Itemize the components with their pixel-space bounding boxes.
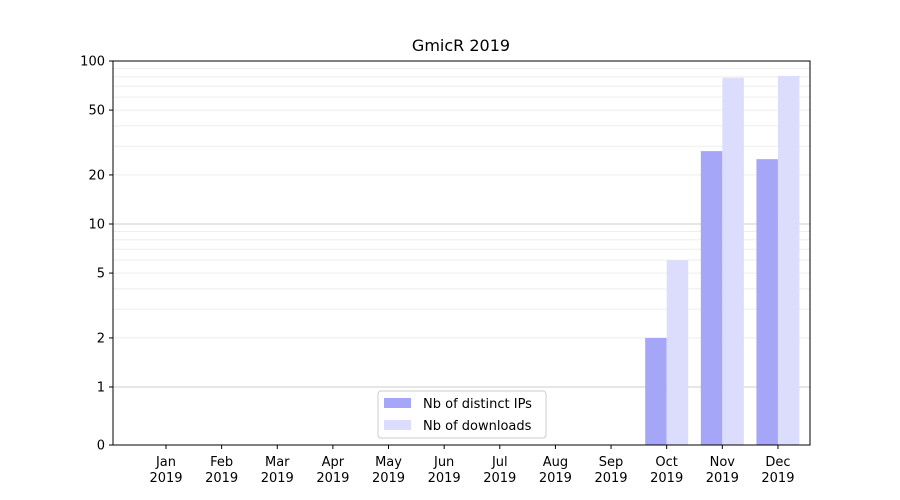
x-tick-label-year: 2019 xyxy=(205,471,238,486)
y-tick-label: 5 xyxy=(97,267,105,282)
y-tick-label: 0 xyxy=(97,439,105,454)
bars xyxy=(645,75,800,446)
y-tick-label: 20 xyxy=(88,168,105,183)
y-tick-label: 100 xyxy=(80,55,105,70)
legend-label-distinct-ips: Nb of distinct IPs xyxy=(423,397,532,412)
x-tick-label-month: Mar xyxy=(265,455,290,470)
bar-distinct-ips-oct xyxy=(645,337,667,445)
y-tick-label: 50 xyxy=(88,104,105,119)
x-tick-label-year: 2019 xyxy=(594,471,627,486)
bar-downloads-nov xyxy=(722,77,744,446)
bar-downloads-oct xyxy=(666,260,689,445)
x-tick-label-year: 2019 xyxy=(706,471,739,486)
grid-lines xyxy=(113,60,810,388)
bar-distinct-ips-nov xyxy=(700,151,723,446)
x-tick-label-year: 2019 xyxy=(149,471,182,486)
legend-swatch-downloads xyxy=(384,420,411,430)
x-tick-label-year: 2019 xyxy=(316,471,349,486)
x-tick-label-month: Jan xyxy=(155,455,176,470)
x-tick-label-month: Jun xyxy=(433,455,454,470)
y-tick-label: 1 xyxy=(97,381,105,396)
legend-box xyxy=(377,390,547,439)
y-axis: 0 1 2 5 10 20 50 100 xyxy=(80,55,113,454)
chart-title: GmicR 2019 xyxy=(412,36,510,55)
legend-label-downloads: Nb of downloads xyxy=(423,419,532,434)
x-tick-label-year: 2019 xyxy=(261,471,294,486)
x-tick-label-month: Oct xyxy=(655,455,677,470)
y-tick-label: 2 xyxy=(97,331,105,346)
x-tick-label-month: Sep xyxy=(599,455,624,470)
x-tick-label-month: May xyxy=(375,455,402,470)
x-tick-label-year: 2019 xyxy=(539,471,572,486)
x-tick-label-year: 2019 xyxy=(761,471,794,486)
x-tick-label-month: Jul xyxy=(491,455,508,470)
bar-downloads-dec xyxy=(777,75,800,446)
x-tick-label-month: Apr xyxy=(322,455,345,470)
y-tick-label: 10 xyxy=(88,218,105,233)
x-tick-label-year: 2019 xyxy=(372,471,405,486)
bar-distinct-ips-dec xyxy=(756,159,778,445)
x-tick-label-month: Nov xyxy=(710,455,736,470)
plot-frame xyxy=(112,60,811,446)
x-tick-label-month: Aug xyxy=(543,455,568,470)
x-axis: Jan2019Feb2019Mar2019Apr2019May2019Jun20… xyxy=(149,445,794,486)
x-tick-label-month: Feb xyxy=(210,455,233,470)
legend-swatch-distinct-ips xyxy=(384,398,411,408)
x-tick-label-year: 2019 xyxy=(650,471,683,486)
x-tick-label-year: 2019 xyxy=(483,471,516,486)
x-tick-label-year: 2019 xyxy=(428,471,461,486)
x-tick-label-month: Dec xyxy=(765,455,790,470)
legend: Nb of distinct IPs Nb of downloads xyxy=(377,390,547,439)
